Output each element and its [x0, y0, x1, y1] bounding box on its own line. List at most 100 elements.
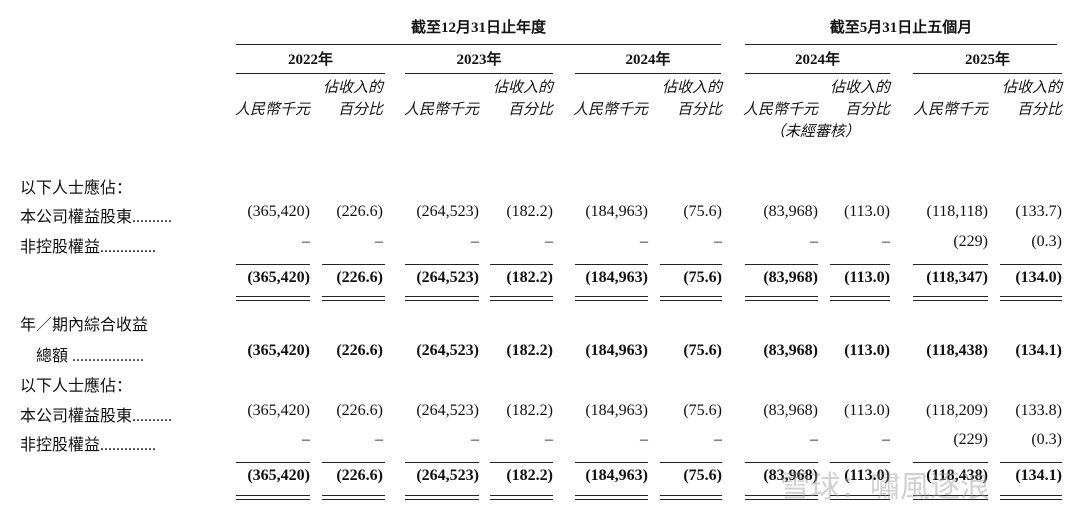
cell-value: (365,420) [247, 269, 310, 286]
cell-value: (184,963) [585, 342, 648, 359]
cell-value: (264,523) [416, 342, 479, 359]
row-label: 非控股權益.............. [20, 239, 157, 256]
cell-value: (182.2) [506, 269, 553, 286]
col-pct: 百分比 [1016, 102, 1062, 118]
total-double-rule [913, 495, 988, 496]
cell-value: (226.6) [336, 203, 383, 220]
subtotal-rule [1000, 462, 1062, 463]
subtotal-rule [575, 264, 648, 265]
total-double-rule [575, 499, 648, 500]
total-double-rule [1000, 495, 1062, 496]
cell-value: (134.1) [1015, 467, 1062, 484]
subtotal-rule [830, 462, 890, 463]
subtotal-rule [913, 462, 988, 463]
cell-value: – [882, 233, 890, 250]
cell-value: (229) [953, 233, 988, 250]
cell-value: – [810, 431, 818, 448]
col-rmb: 人民幣千元 [234, 102, 310, 118]
rule [913, 73, 1062, 74]
cell-value: (182.2) [506, 342, 553, 359]
subtotal-rule [660, 264, 722, 265]
total-double-rule [405, 296, 479, 297]
group-header-year: 截至12月31日止年度 [410, 20, 546, 36]
total-double-rule [236, 499, 310, 500]
col-pct: 百分比 [507, 102, 553, 118]
cell-value: – [714, 431, 722, 448]
subtotal-rule [405, 264, 479, 265]
cell-value: (226.6) [336, 342, 383, 359]
col-rmb: 人民幣千元 [572, 102, 648, 118]
cell-value: – [810, 233, 818, 250]
subtotal-rule [236, 264, 310, 265]
total-double-rule [322, 300, 385, 301]
total-double-rule [830, 296, 890, 297]
rule [745, 44, 1057, 45]
total-double-rule [830, 499, 890, 500]
cell-value: (83,968) [763, 402, 818, 419]
row-label: 以下人士應佔： [20, 378, 133, 395]
col-rmb: 人民幣千元 [742, 102, 818, 118]
cell-value: (182.2) [506, 203, 553, 220]
cell-value: (113.0) [844, 342, 890, 359]
cell-value: (75.6) [683, 467, 722, 484]
rule [236, 73, 385, 74]
cell-value: (75.6) [683, 342, 722, 359]
cell-value: (134.0) [1015, 269, 1062, 286]
cell-value: – [471, 233, 479, 250]
total-double-rule [490, 499, 553, 500]
row-label: 非控股權益.............. [20, 437, 157, 454]
total-double-rule [1000, 499, 1062, 500]
total-double-rule [405, 300, 479, 301]
col-pct: 佔收入的 [661, 80, 722, 96]
total-double-rule [575, 296, 648, 297]
rule [236, 44, 721, 45]
subtotal-rule [745, 462, 818, 463]
col-pct: 百分比 [337, 102, 383, 118]
cell-value: (118,118) [926, 203, 988, 220]
group-header-five-months: 截至5月31日止五個月 [829, 20, 973, 36]
subtotal-rule [913, 264, 988, 265]
total-double-rule [490, 495, 553, 496]
total-double-rule [660, 296, 722, 297]
total-double-rule [575, 300, 648, 301]
cell-value: (264,523) [416, 269, 479, 286]
total-double-rule [830, 300, 890, 301]
col-pct: 佔收入的 [829, 80, 890, 96]
cell-value: (118,347) [926, 269, 988, 286]
year-header: 2023年 [456, 52, 502, 68]
col-pct: 佔收入的 [492, 80, 553, 96]
cell-value: (184,963) [585, 269, 648, 286]
total-double-rule [490, 296, 553, 297]
total-double-rule [405, 499, 479, 500]
subtotal-rule [322, 264, 385, 265]
cell-value: (83,968) [763, 467, 818, 484]
cell-value: (118,209) [925, 402, 988, 419]
cell-value: (83,968) [763, 269, 818, 286]
cell-value: (113.0) [843, 203, 890, 220]
cell-value: – [714, 233, 722, 250]
year-header: 2024年 [625, 52, 671, 68]
cell-value: (133.8) [1015, 402, 1062, 419]
col-pct: 佔收入的 [1001, 80, 1062, 96]
cell-value: (134.1) [1015, 342, 1062, 359]
cell-value: (226.6) [336, 467, 383, 484]
subtotal-rule [405, 462, 479, 463]
row-label: 本公司權益股東.......... [20, 209, 173, 226]
rule [575, 73, 721, 74]
col-pct: 佔收入的 [322, 80, 383, 96]
total-double-rule [236, 495, 310, 496]
cell-value: (365,420) [247, 402, 310, 419]
cell-value: (182.2) [506, 467, 553, 484]
year-header: 2025年 [964, 52, 1010, 68]
cell-value: (264,523) [416, 467, 479, 484]
subtotal-rule [575, 462, 648, 463]
total-double-rule [913, 499, 988, 500]
row-label: 總額 .................. [20, 348, 145, 365]
cell-value: – [640, 431, 648, 448]
cell-value: (113.0) [844, 467, 890, 484]
row-label: 年／期內綜合收益 [20, 317, 149, 334]
cell-value: (0.3) [1031, 233, 1062, 250]
total-double-rule [660, 495, 722, 496]
total-double-rule [1000, 300, 1062, 301]
cell-value: (226.6) [336, 402, 383, 419]
